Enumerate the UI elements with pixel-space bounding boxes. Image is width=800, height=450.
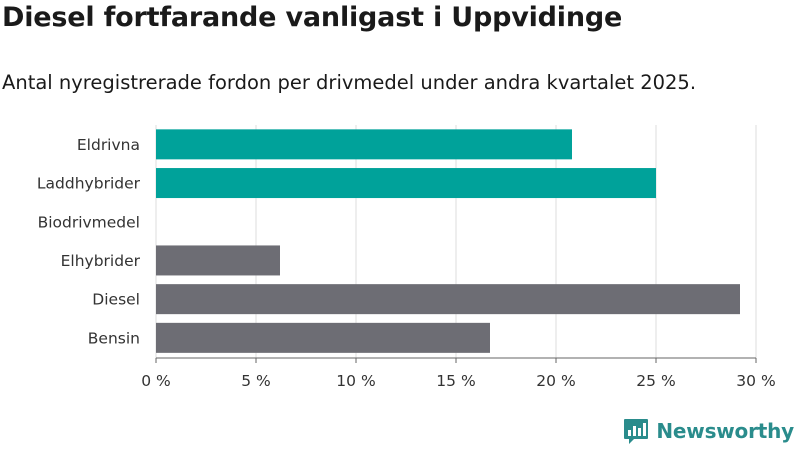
newsworthy-logo-text: Newsworthy	[656, 419, 794, 443]
category-label: Biodrivmedel	[38, 213, 140, 231]
newsworthy-logo: Newsworthy	[622, 417, 794, 445]
bar-diesel	[156, 284, 740, 315]
x-axis-tick-labels: 0 % 5 % 10 % 15 % 20 % 25 % 30 %	[141, 372, 775, 390]
category-labels: Eldrivna Laddhybrider Biodrivmedel Elhybrid…	[37, 136, 141, 348]
chart-title: Diesel fortfarande vanligast i Uppviding…	[2, 2, 623, 33]
chart-subtitle: Antal nyregistrerade fordon per drivmede…	[2, 71, 697, 94]
newsworthy-logo-icon	[624, 419, 649, 444]
bar-elhybrider	[156, 245, 280, 276]
bar-bensin	[156, 322, 490, 353]
x-axis-tick-label: 5 %	[241, 372, 271, 390]
x-axis-tick-label: 15 %	[436, 372, 475, 390]
grid-lines	[155, 125, 757, 363]
x-axis-tick-label: 10 %	[336, 372, 375, 390]
category-label: Diesel	[92, 291, 140, 309]
x-axis-tick-label: 20 %	[536, 372, 575, 390]
bar-eldrivna	[156, 129, 572, 160]
category-label: Bensin	[88, 329, 140, 347]
category-label: Eldrivna	[77, 136, 140, 154]
category-label: Laddhybrider	[37, 175, 141, 193]
bars	[156, 129, 740, 353]
x-axis-tick-label: 30 %	[736, 372, 775, 390]
x-axis-tick-label: 0 %	[141, 372, 171, 390]
bar-laddhybrider	[156, 168, 656, 199]
x-axis-tick-label: 25 %	[636, 372, 675, 390]
category-label: Elhybrider	[61, 252, 141, 270]
